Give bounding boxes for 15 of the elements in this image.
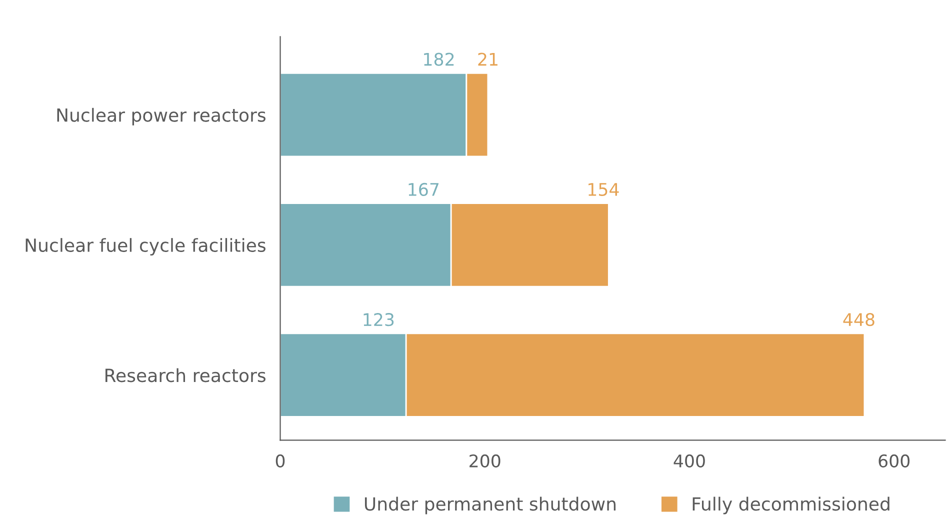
data-label: 167 [408,182,439,196]
y-tick-label: Nuclear power reactors [57,108,266,126]
x-tick-label: 200 [470,454,500,468]
data-label: 448 [843,313,874,326]
x-tick-label: 0 [276,454,285,468]
data-label: 154 [588,183,619,196]
data-label: 182 [424,52,454,66]
data-label: 123 [364,313,394,326]
y-tick-label: Research reactors [106,368,266,382]
legend-label: Under permanent shutdown [364,496,616,514]
x-tick-label: 400 [674,454,705,468]
y-tick-label: Nuclear fuel cycle facilities [26,238,266,256]
data-label: 21 [478,52,498,66]
x-tick-label: 600 [878,454,910,468]
legend-label: Fully decommissioned [692,496,890,514]
